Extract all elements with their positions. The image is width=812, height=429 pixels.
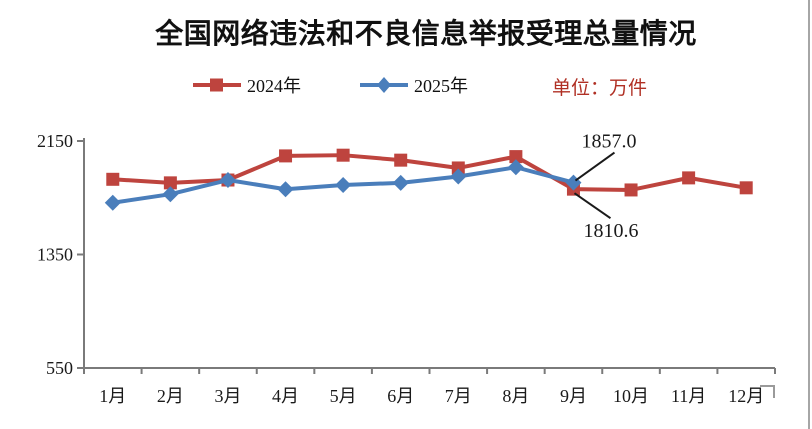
legend-item-2024: 2024年	[193, 72, 301, 98]
data-marker-square	[279, 149, 293, 163]
page-edge-line	[808, 0, 810, 429]
chart-legend: 2024年 2025年 单位：万件	[0, 72, 812, 99]
data-marker-diamond	[162, 186, 179, 203]
x-tick-label: 6月	[387, 386, 414, 406]
legend-label-2025: 2025年	[414, 76, 468, 96]
annotation-leader-line	[573, 192, 612, 219]
x-tick-label: 8月	[502, 386, 529, 406]
data-marker-square	[394, 153, 408, 167]
legend-marker-2024-icon	[193, 77, 241, 93]
legend-marker-2025-icon	[360, 77, 408, 93]
legend-label-2024: 2024年	[247, 76, 301, 96]
legend-item-2025: 2025年	[360, 72, 468, 98]
y-tick-label: 550	[46, 358, 73, 378]
x-tick-label: 10月	[613, 386, 649, 406]
data-marker-diamond	[277, 181, 294, 198]
unit-label: 单位：万件	[552, 78, 648, 99]
x-tick-label: 4月	[272, 386, 299, 406]
x-tick-label: 1月	[99, 386, 126, 406]
data-marker-diamond	[219, 172, 236, 189]
x-tick-label: 5月	[330, 386, 357, 406]
x-tick-label: 12月	[728, 386, 764, 406]
data-marker-square	[451, 161, 465, 175]
data-marker-square	[106, 172, 120, 186]
data-marker-square	[336, 148, 350, 162]
data-marker-square	[509, 150, 523, 164]
data-marker-square	[682, 171, 696, 185]
x-tick-label: 7月	[445, 386, 472, 406]
chart-title: 全国网络违法和不良信息举报受理总量情况	[155, 19, 697, 50]
data-marker-square	[739, 181, 753, 195]
data-marker-square	[624, 183, 638, 197]
y-tick-label: 1350	[37, 245, 73, 265]
data-marker-diamond	[450, 168, 467, 185]
annotation-leader-line	[574, 151, 616, 182]
x-tick-label: 9月	[560, 386, 587, 406]
y-tick-label: 2150	[37, 131, 73, 151]
data-marker-diamond	[392, 174, 409, 191]
data-marker-diamond	[335, 176, 352, 193]
x-tick-label: 2月	[157, 386, 184, 406]
data-marker-diamond	[507, 159, 524, 176]
x-tick-label: 3月	[214, 386, 241, 406]
x-tick-label: 11月	[671, 386, 706, 406]
annotation-label: 1810.6	[583, 220, 638, 242]
data-marker-diamond	[104, 194, 121, 211]
annotation-label: 1857.0	[581, 131, 636, 153]
page-corner-artifact	[760, 385, 775, 398]
data-marker-square	[163, 176, 177, 190]
